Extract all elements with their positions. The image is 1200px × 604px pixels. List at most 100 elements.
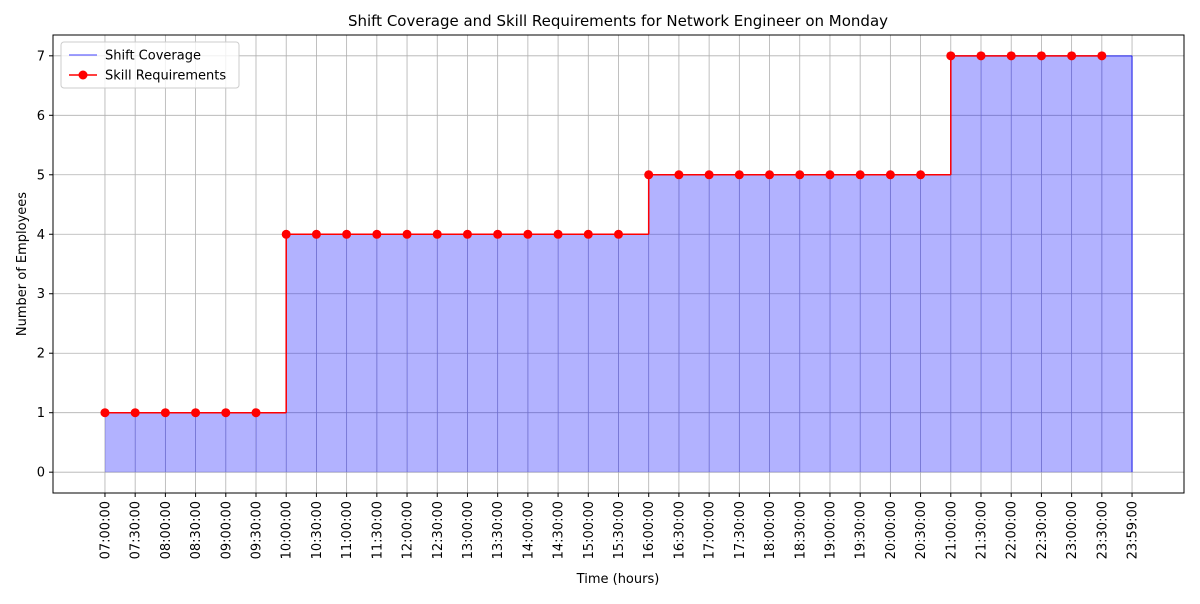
marker [191,408,201,418]
x-tick-label: 19:30:00 [854,501,869,559]
x-tick-label: 08:30:00 [189,501,204,559]
x-tick-label: 14:30:00 [552,501,567,559]
x-tick-label: 12:00:00 [401,501,416,559]
x-tick-label: 21:30:00 [975,501,990,559]
x-tick-label: 11:30:00 [370,501,385,559]
coverage-area [497,234,529,473]
x-tick-label: 13:30:00 [491,501,506,559]
marker [1067,51,1077,61]
marker [221,408,231,418]
coverage-area [1041,55,1072,473]
coverage-area [316,234,347,473]
x-tick-label: 09:00:00 [219,501,234,559]
marker [614,229,623,239]
coverage-area [648,174,680,473]
y-tick-label: 2 [37,347,45,362]
x-tick-label: 15:30:00 [612,501,627,559]
y-tick-label: 7 [37,49,45,64]
marker [644,170,654,180]
y-tick-label: 4 [37,228,45,243]
x-tick-label: 17:30:00 [733,501,748,559]
coverage-area [890,174,921,473]
y-tick-label: 6 [37,109,45,124]
y-tick-label: 3 [37,287,45,302]
coverage-area [256,412,287,473]
marker [553,229,563,239]
coverage-area [950,55,982,473]
coverage-area [769,174,801,473]
coverage-area [739,174,770,473]
marker [523,229,533,239]
x-tick-label: 16:00:00 [642,501,657,559]
marker [946,51,956,61]
x-tick-label: 23:30:00 [1095,501,1110,559]
x-tick-label: 10:30:00 [310,501,325,559]
marker [583,229,593,239]
coverage-area [829,174,861,473]
coverage-area [588,234,619,473]
marker [885,170,895,180]
marker [825,170,835,180]
marker [493,229,503,239]
coverage-area [286,234,317,473]
y-tick-label: 1 [37,406,45,421]
legend-label: Shift Coverage [105,49,201,64]
marker [342,229,352,239]
x-tick-label: 19:00:00 [823,501,838,559]
x-tick-label: 20:30:00 [914,501,929,559]
coverage-area [225,412,257,473]
plot-frame [52,34,1185,494]
x-tick-label: 10:00:00 [280,501,295,559]
y-tick-label: 0 [37,466,45,481]
coverage-area [467,234,498,473]
x-tick-label: 08:00:00 [159,501,174,559]
marker [1097,51,1107,61]
marker [734,170,744,180]
marker [372,229,382,239]
legend-label: Skill Requirements [105,69,226,84]
coverage-area [527,234,559,473]
coverage-area [1101,55,1133,473]
x-tick-label: 16:30:00 [672,501,687,559]
legend-marker [78,70,88,80]
x-tick-label: 23:59:00 [1126,501,1141,559]
marker [311,229,321,239]
coverage-area [195,412,227,473]
x-tick-label: 13:00:00 [461,501,476,559]
x-tick-label: 22:00:00 [1005,501,1020,559]
marker [674,170,684,180]
marker [462,229,472,239]
marker [281,229,291,239]
marker [976,51,986,61]
coverage-area [376,234,408,473]
coverage-area [104,412,136,473]
marker [1006,51,1016,61]
coverage-area [1011,55,1042,473]
coverage-area [437,234,468,473]
x-tick-label: 22:30:00 [1035,501,1050,559]
y-tick-label: 5 [37,168,45,183]
coverage-area [135,412,166,473]
x-tick-label: 12:30:00 [431,501,446,559]
x-tick-label: 23:00:00 [1065,501,1080,559]
coverage-area [981,55,1012,473]
x-tick-label: 09:30:00 [250,501,265,559]
coverage-area [920,174,952,473]
marker [916,170,926,180]
x-tick-label: 11:00:00 [340,501,355,559]
coverage-area [860,174,891,473]
x-tick-label: 20:00:00 [884,501,899,559]
marker [1036,51,1046,61]
marker [402,229,412,239]
marker [795,170,805,180]
x-tick-label: 17:00:00 [703,501,718,559]
coverage-area [346,234,378,473]
marker [130,408,140,418]
marker [855,170,865,180]
y-axis-label: Number of Employees [15,192,30,336]
x-tick-label: 18:30:00 [793,501,808,559]
x-tick-label: 07:00:00 [98,501,113,559]
x-tick-label: 18:00:00 [763,501,778,559]
coverage-area [558,234,589,473]
